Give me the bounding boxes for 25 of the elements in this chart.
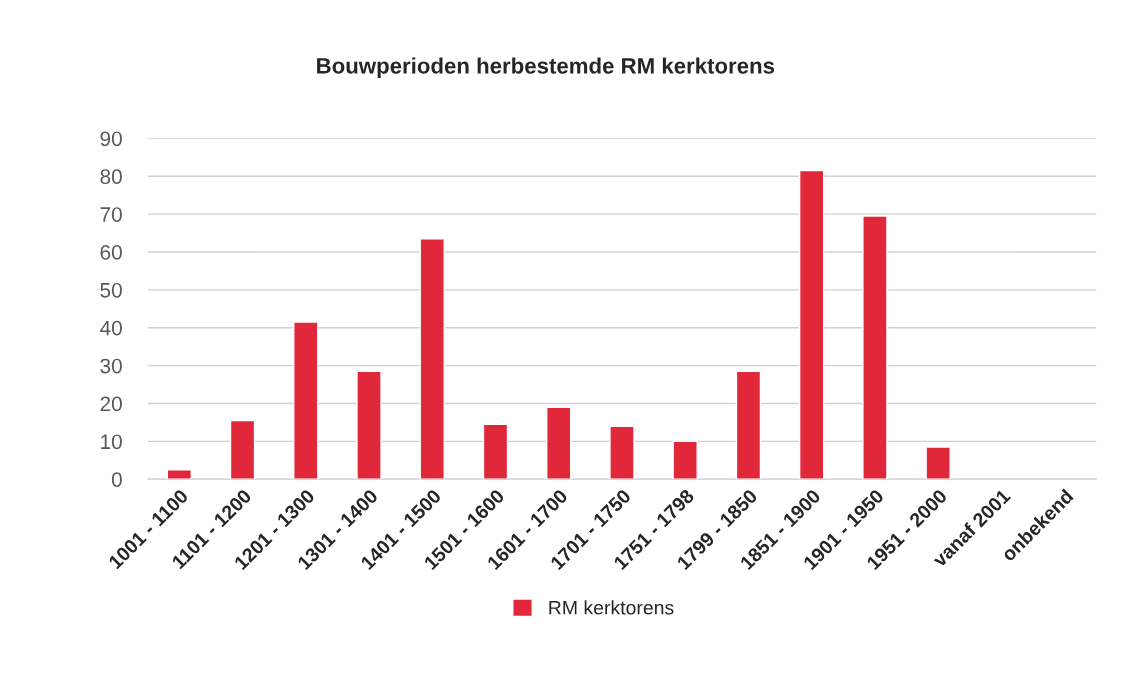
chart-title: Bouwperioden herbestemde RM kerktorens [317, 57, 775, 79]
y-tick-label: 90 [100, 131, 122, 147]
bar [293, 321, 319, 480]
y-tick-label: 40 [99, 320, 122, 336]
bar [482, 423, 509, 480]
bar [166, 469, 193, 480]
bar [609, 425, 635, 480]
bar [229, 419, 256, 480]
legend-label: RM kerktorens [549, 600, 674, 615]
bar [735, 370, 762, 480]
bar [672, 440, 698, 480]
y-tick-label: 80 [100, 169, 122, 184]
y-tick-label: 10 [101, 434, 122, 450]
y-tick-label: 0 [111, 472, 122, 487]
bar [356, 370, 382, 480]
y-tick-label: 70 [100, 207, 122, 222]
bar [798, 169, 825, 480]
bar [862, 215, 888, 480]
y-tick-label: 30 [100, 358, 122, 374]
y-tick-label: 20 [100, 396, 122, 412]
y-tick-label: 60 [100, 245, 122, 260]
bar [419, 238, 445, 480]
bar [925, 446, 951, 480]
y-tick-label: 50 [100, 282, 122, 298]
bar [546, 406, 572, 480]
